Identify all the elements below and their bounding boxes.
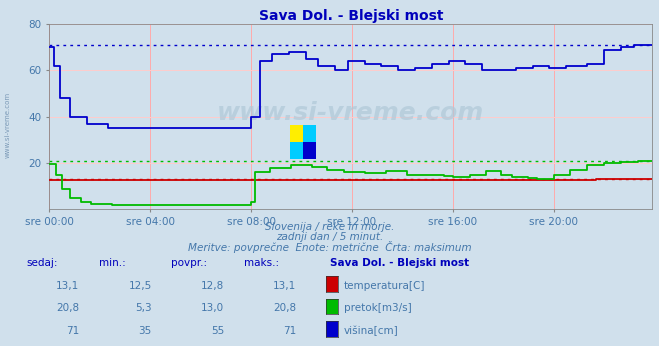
Text: 12,5: 12,5 [129, 281, 152, 291]
Text: 13,1: 13,1 [56, 281, 79, 291]
Text: 55: 55 [211, 326, 224, 336]
Text: min.:: min.: [99, 258, 126, 268]
Text: 12,8: 12,8 [201, 281, 224, 291]
Bar [303, 142, 316, 159]
Text: 35: 35 [138, 326, 152, 336]
Text: 71: 71 [66, 326, 79, 336]
Text: 71: 71 [283, 326, 297, 336]
Text: maks.:: maks.: [244, 258, 279, 268]
Text: 5,3: 5,3 [135, 303, 152, 313]
Text: 20,8: 20,8 [273, 303, 297, 313]
Text: www.si-vreme.com: www.si-vreme.com [217, 101, 484, 125]
Text: pretok[m3/s]: pretok[m3/s] [344, 303, 412, 313]
Text: povpr.:: povpr.: [171, 258, 208, 268]
Text: 13,0: 13,0 [201, 303, 224, 313]
Text: zadnji dan / 5 minut.: zadnji dan / 5 minut. [276, 233, 383, 243]
Text: sedaj:: sedaj: [26, 258, 58, 268]
Bar [303, 125, 316, 142]
Text: 13,1: 13,1 [273, 281, 297, 291]
Bar [290, 125, 303, 142]
Text: www.si-vreme.com: www.si-vreme.com [5, 91, 11, 158]
Text: višina[cm]: višina[cm] [344, 326, 399, 336]
Bar [290, 142, 303, 159]
Text: Meritve: povprečne  Enote: metrične  Črta: maksimum: Meritve: povprečne Enote: metrične Črta:… [188, 241, 471, 253]
Title: Sava Dol. - Blejski most: Sava Dol. - Blejski most [259, 9, 443, 23]
Text: 20,8: 20,8 [56, 303, 79, 313]
Text: temperatura[C]: temperatura[C] [344, 281, 426, 291]
Text: Sava Dol. - Blejski most: Sava Dol. - Blejski most [330, 258, 469, 268]
Text: Slovenija / reke in morje.: Slovenija / reke in morje. [265, 222, 394, 232]
